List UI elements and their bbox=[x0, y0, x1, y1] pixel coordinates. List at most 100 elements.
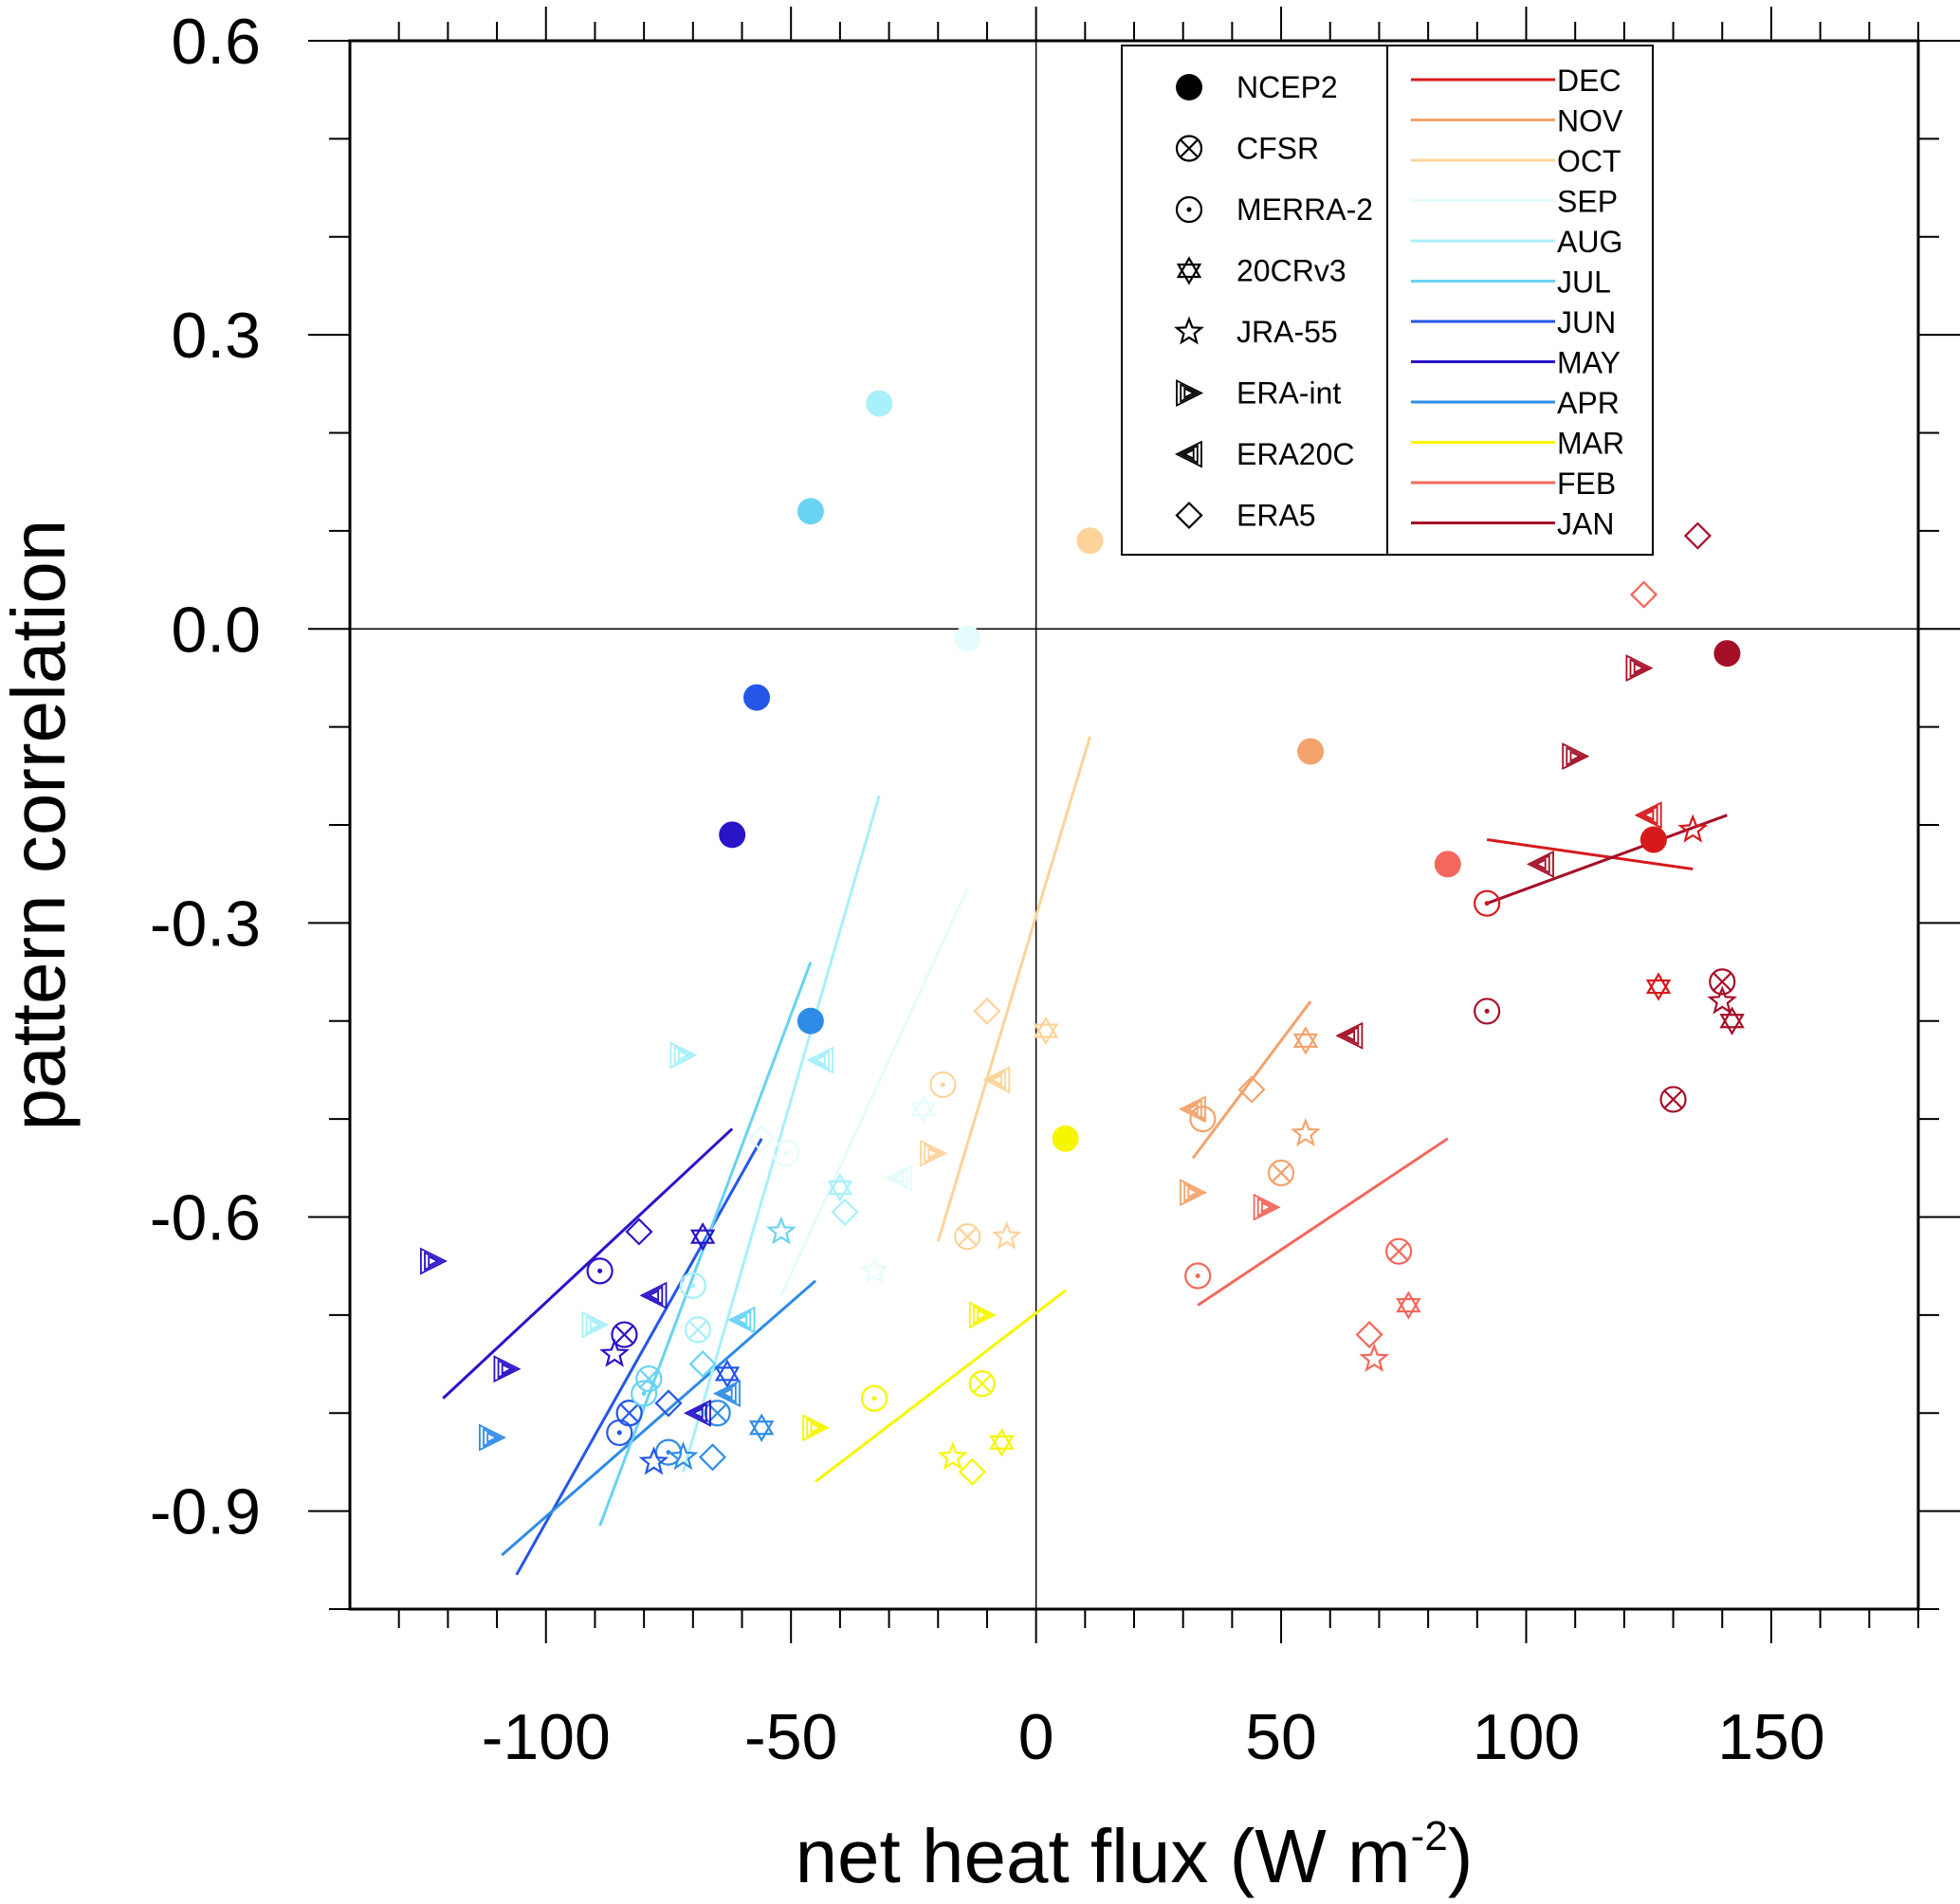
point-cfsr bbox=[704, 1400, 731, 1427]
point-20crv3 bbox=[1176, 256, 1202, 285]
legend-label: JRA-55 bbox=[1236, 315, 1338, 349]
legend-month-label: SEP bbox=[1557, 185, 1618, 219]
zero-lines bbox=[350, 41, 1918, 1609]
legend-month-jan: JAN bbox=[1411, 507, 1614, 541]
legend-month-may: MAY bbox=[1411, 346, 1621, 380]
legend-entry-era5: ERA5 bbox=[1175, 499, 1316, 533]
legend-month-aug: AUG bbox=[1411, 225, 1622, 259]
legend-month-label: OCT bbox=[1557, 144, 1621, 178]
regression-line-mar bbox=[815, 1289, 1067, 1483]
legend-month-label: JUN bbox=[1557, 305, 1616, 339]
regression-line-nov bbox=[1191, 1000, 1312, 1160]
point-jra-55 bbox=[859, 1254, 889, 1284]
legend-datasets-box bbox=[1121, 45, 1388, 556]
point-merra-2 bbox=[586, 1257, 614, 1285]
point-era20c bbox=[683, 1399, 711, 1427]
point-merra-2 bbox=[929, 1071, 957, 1099]
point-era20c bbox=[1526, 850, 1554, 878]
legend-entry-era-int: ERA-int bbox=[1176, 376, 1341, 411]
point-cfsr bbox=[968, 1370, 996, 1398]
point-jra-55 bbox=[1290, 1117, 1321, 1147]
point-jra-55 bbox=[668, 1441, 699, 1471]
regression-line-oct bbox=[936, 736, 1091, 1242]
point-era20c bbox=[1634, 801, 1662, 830]
point-merra-2 bbox=[1474, 889, 1501, 917]
legend-datasets: NCEP2 CFSR MERRA-2 20CRv3 JRA-55 ERA-int ERA20… bbox=[1174, 70, 1373, 533]
point-era-int bbox=[920, 1139, 948, 1167]
point-20crv3 bbox=[1396, 1291, 1421, 1320]
point-era20c bbox=[982, 1066, 1011, 1094]
legend-entry-cfsr: CFSR bbox=[1175, 132, 1319, 166]
point-era5 bbox=[747, 1125, 776, 1153]
point-era5 bbox=[973, 997, 1001, 1025]
y-tick-label: 0.0 bbox=[171, 594, 261, 666]
legend: NCEP2 CFSR MERRA-2 20CRv3 JRA-55 ERA-int ERA20… bbox=[1121, 45, 1654, 556]
regression-line-jan bbox=[1486, 814, 1728, 906]
point-era5 bbox=[1683, 522, 1712, 550]
point-merra-2 bbox=[606, 1419, 633, 1447]
point-merra-2 bbox=[1175, 195, 1203, 224]
legend-month-jul: JUL bbox=[1411, 265, 1611, 300]
point-era20c bbox=[1178, 1095, 1206, 1124]
point-jra-55 bbox=[1677, 814, 1709, 843]
point-20crv3 bbox=[1292, 1026, 1319, 1055]
legend-month-label: JUL bbox=[1557, 265, 1611, 300]
point-era-int bbox=[581, 1310, 610, 1339]
x-tick-label: -100 bbox=[482, 1701, 611, 1773]
point-era5 bbox=[625, 1217, 653, 1246]
tick-labels: -100 -50 0 50 100 150 0.6 0.3 0.0 -0.3 -0.6 -0.9 bbox=[150, 6, 1825, 1773]
point-merra-2 bbox=[631, 1380, 658, 1407]
point-20crv3 bbox=[989, 1428, 1015, 1457]
point-jra-55 bbox=[599, 1338, 631, 1367]
point-20crv3 bbox=[827, 1173, 853, 1202]
legend-month-label: MAY bbox=[1557, 346, 1621, 380]
point-era-int bbox=[802, 1414, 831, 1442]
legend-entry-ncep2: NCEP2 bbox=[1176, 70, 1338, 104]
legend-entry-era20c: ERA20C bbox=[1174, 437, 1355, 471]
point-era-int bbox=[1180, 1179, 1208, 1207]
x-tick-label: 150 bbox=[1717, 1701, 1824, 1773]
point-jra-55 bbox=[765, 1216, 797, 1245]
regression-line-sep bbox=[779, 888, 969, 1296]
legend-month-label: FEB bbox=[1557, 467, 1616, 501]
legend-month-nov: NOV bbox=[1411, 104, 1623, 138]
point-ncep2 bbox=[719, 821, 746, 849]
legend-label: 20CRv3 bbox=[1236, 254, 1346, 288]
x-tick-label: 50 bbox=[1245, 1701, 1317, 1773]
y-tick-label: -0.6 bbox=[150, 1182, 261, 1254]
point-merra-2 bbox=[860, 1384, 888, 1412]
point-20crv3 bbox=[748, 1413, 775, 1442]
axis-ticks bbox=[308, 7, 1960, 1643]
point-ncep2 bbox=[1434, 851, 1461, 878]
regression-line-jun bbox=[515, 1138, 763, 1576]
legend-entry-merra-2: MERRA-2 bbox=[1175, 192, 1373, 227]
legend-month-jun: JUN bbox=[1411, 305, 1616, 339]
point-era5 bbox=[1629, 580, 1658, 609]
point-20crv3 bbox=[1645, 972, 1672, 1001]
y-tick-label: -0.3 bbox=[150, 888, 261, 960]
point-cfsr bbox=[1659, 1086, 1687, 1113]
point-era-int bbox=[1253, 1193, 1281, 1221]
point-merra-2 bbox=[1474, 998, 1501, 1025]
point-cfsr bbox=[1175, 135, 1203, 162]
point-era-int bbox=[419, 1247, 448, 1275]
point-era5 bbox=[1237, 1075, 1266, 1104]
point-ncep2 bbox=[1176, 74, 1202, 101]
y-tick-label: 0.6 bbox=[171, 6, 261, 78]
point-merra-2 bbox=[1184, 1262, 1212, 1290]
point-era20c bbox=[1335, 1021, 1364, 1050]
point-era5 bbox=[1175, 501, 1203, 530]
point-era5 bbox=[688, 1350, 717, 1379]
legend-label: ERA5 bbox=[1236, 499, 1316, 533]
legend-month-label: MAR bbox=[1557, 427, 1624, 461]
legend-label: CFSR bbox=[1236, 132, 1319, 166]
point-ncep2 bbox=[1297, 738, 1325, 765]
point-jra-55 bbox=[937, 1441, 968, 1471]
point-era5 bbox=[1355, 1320, 1383, 1349]
regression-line-dec bbox=[1486, 838, 1694, 871]
point-merra-2 bbox=[772, 1140, 800, 1167]
legend-label: ERA20C bbox=[1236, 437, 1355, 471]
legend-month-oct: OCT bbox=[1411, 144, 1621, 178]
point-era-int bbox=[1625, 654, 1654, 683]
point-era-int bbox=[968, 1301, 997, 1329]
